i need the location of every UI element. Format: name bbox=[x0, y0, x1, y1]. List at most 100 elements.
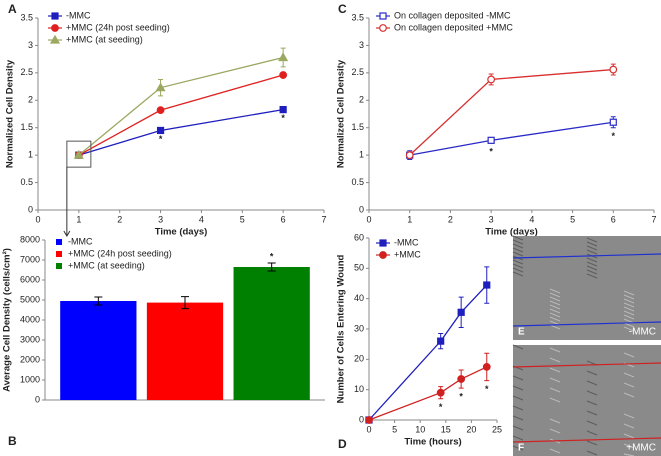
cell-texture bbox=[512, 405, 524, 411]
y-tick-label: 20 bbox=[354, 354, 364, 364]
cell-texture bbox=[623, 352, 635, 358]
y-axis-title: Normalized Cell Density bbox=[336, 59, 347, 168]
cell-texture bbox=[623, 326, 635, 332]
cell-texture bbox=[623, 290, 635, 296]
cell-texture bbox=[549, 347, 561, 353]
x-axis-title: Time (days) bbox=[155, 227, 208, 238]
x-tick-label: 7 bbox=[651, 214, 656, 224]
cell-texture bbox=[623, 413, 635, 419]
cell-texture bbox=[549, 316, 561, 322]
y-tick-label: 2.5 bbox=[20, 67, 33, 77]
cell-texture bbox=[549, 312, 561, 318]
y-tick-label: 3.5 bbox=[20, 12, 33, 22]
y-tick-label: 1000 bbox=[20, 374, 40, 384]
cell-texture bbox=[549, 292, 561, 298]
significance: * bbox=[612, 131, 616, 141]
significance: * bbox=[281, 113, 285, 123]
cell-texture bbox=[623, 382, 635, 388]
cell-texture bbox=[623, 392, 635, 398]
cell-texture bbox=[512, 271, 524, 277]
cell-texture bbox=[512, 239, 524, 245]
y-tick-label: 5000 bbox=[20, 294, 40, 304]
cell-texture bbox=[623, 294, 635, 300]
legend-swatch bbox=[56, 263, 62, 269]
y-tick-label: 30 bbox=[354, 323, 364, 333]
cell-texture bbox=[623, 443, 635, 449]
y-tick-label: 8000 bbox=[20, 234, 40, 244]
x-tick-label: 15 bbox=[441, 424, 451, 434]
cell-texture bbox=[586, 269, 598, 275]
legend-marker bbox=[379, 12, 387, 20]
cell-texture bbox=[586, 420, 598, 426]
legend-marker bbox=[379, 239, 387, 247]
y-tick-label: 2.5 bbox=[351, 67, 364, 77]
cell-texture bbox=[623, 372, 635, 378]
y-tick-label: 0 bbox=[359, 204, 364, 214]
cell-texture bbox=[586, 249, 598, 255]
y-tick-label: 10 bbox=[354, 384, 364, 394]
x-tick-label: 7 bbox=[321, 214, 326, 224]
cell-texture bbox=[586, 410, 598, 416]
cell-texture bbox=[586, 241, 598, 247]
x-tick-label: 0 bbox=[366, 424, 371, 434]
wound-edge bbox=[512, 437, 661, 443]
marker bbox=[482, 363, 491, 371]
marker bbox=[487, 75, 496, 84]
cell-texture bbox=[549, 300, 561, 306]
x-tick-label: 3 bbox=[158, 214, 163, 224]
legend-label: +MMC bbox=[394, 249, 421, 259]
image-caption: +MMC bbox=[626, 443, 656, 454]
x-tick-label: 25 bbox=[492, 424, 502, 434]
cell-texture bbox=[549, 304, 561, 310]
legend-label: +MMC (24h post seeding) bbox=[66, 22, 170, 32]
bar bbox=[233, 267, 310, 400]
legend-marker bbox=[51, 24, 59, 32]
cell-texture bbox=[512, 267, 524, 273]
marker bbox=[457, 308, 465, 316]
image-label: E bbox=[518, 327, 525, 338]
cell-texture bbox=[623, 423, 635, 429]
y-tick-label: 7000 bbox=[20, 254, 40, 264]
cell-texture bbox=[586, 273, 598, 279]
x-tick-label: 6 bbox=[281, 214, 286, 224]
legend-label: -MMC bbox=[68, 236, 93, 246]
cell-texture bbox=[512, 251, 524, 257]
cell-texture bbox=[512, 415, 524, 421]
error-bar bbox=[267, 262, 276, 272]
x-tick-label: 20 bbox=[466, 424, 476, 434]
panel-label: B bbox=[8, 434, 17, 448]
cell-texture bbox=[512, 259, 524, 265]
cell-texture bbox=[512, 344, 524, 350]
legend-label: On collagen deposited +MMC bbox=[394, 22, 513, 32]
cell-texture bbox=[512, 247, 524, 253]
x-tick-label: 0 bbox=[366, 214, 371, 224]
cell-texture bbox=[586, 237, 598, 243]
series-line bbox=[368, 284, 488, 421]
y-tick-label: 2 bbox=[28, 95, 33, 105]
marker bbox=[365, 416, 373, 424]
cell-texture bbox=[623, 310, 635, 316]
legend-swatch bbox=[56, 251, 62, 257]
x-tick-label: 5 bbox=[392, 424, 397, 434]
legend-label: -MMC bbox=[66, 10, 91, 20]
cell-texture bbox=[623, 433, 635, 439]
cell-texture bbox=[512, 263, 524, 269]
legend-marker bbox=[379, 251, 387, 259]
cell-texture bbox=[623, 298, 635, 304]
x-tick-label: 4 bbox=[199, 214, 204, 224]
cell-texture bbox=[586, 261, 598, 267]
panel-label: C bbox=[338, 2, 347, 16]
cell-texture bbox=[549, 367, 561, 373]
y-tick-label: 0.5 bbox=[351, 177, 364, 187]
marker bbox=[436, 388, 445, 397]
y-tick-label: 3 bbox=[28, 40, 33, 50]
cell-texture bbox=[512, 445, 524, 451]
y-tick-label: 0 bbox=[28, 204, 33, 214]
cell-texture bbox=[586, 265, 598, 271]
cell-texture bbox=[586, 370, 598, 376]
x-axis-title: Time (hours) bbox=[404, 437, 461, 448]
legend-marker bbox=[379, 24, 387, 32]
cell-texture bbox=[623, 302, 635, 308]
y-tick-label: 3.5 bbox=[351, 12, 364, 22]
